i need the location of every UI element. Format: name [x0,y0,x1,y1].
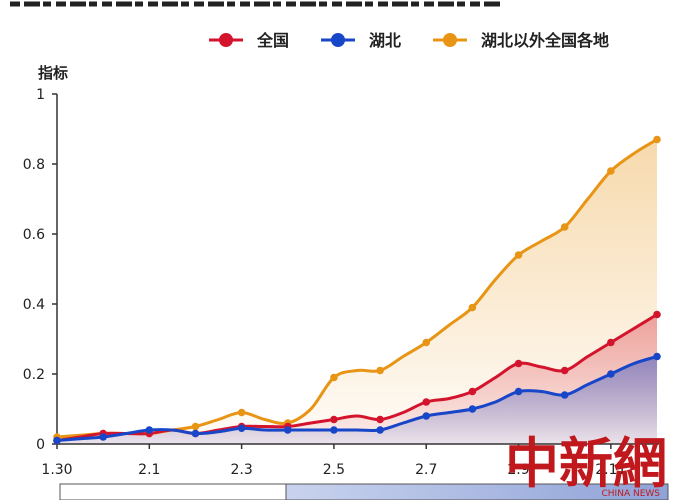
area-series-1 [57,356,657,444]
point-series-0 [514,359,523,368]
x-tick-label: 2.11 [595,462,626,478]
tick-labels: 0 0.2 0.4 0.6 0.8 1 1.30 2.1 2.3 2.5 2.7 2.9 2.11 [23,87,627,478]
point-series-0 [468,387,477,396]
x-tick-label: 2.1 [138,462,160,478]
bottom-bar-right [285,483,669,500]
point-series-2 [468,303,477,312]
point-series-1 [422,412,431,420]
point-series-1 [514,387,523,396]
point-series-1 [191,429,200,438]
x-tick-label: 2.3 [230,462,252,478]
series-markers [53,135,661,445]
bottom-bar-left [59,483,287,500]
point-series-2 [422,338,431,347]
point-series-0 [607,338,615,347]
y-tick-label: 0.4 [23,297,45,313]
series-areas [57,139,657,444]
point-series-1 [330,426,338,434]
watermark-subtext: CHINA NEWS [602,489,661,499]
point-series-0 [330,415,338,424]
x-tick-label: 2.5 [323,462,345,478]
y-tick-label: 0.6 [23,227,45,243]
point-series-0 [422,398,431,406]
legend-marker-0 [219,33,233,47]
point-series-0 [376,415,384,424]
x-tick-label: 1.30 [41,462,72,478]
point-series-1 [99,433,107,441]
point-series-1 [607,370,615,378]
point-series-2 [376,366,384,375]
watermark-text: 中新網 [505,431,667,495]
legend-label-2: 湖北以外全国各地 [481,31,609,50]
point-series-1 [145,426,154,434]
point-series-1 [53,436,61,445]
y-tick-label: 0.8 [23,157,45,173]
y-tick-label: 0.2 [23,367,45,383]
point-series-1 [376,426,384,434]
point-series-2 [330,373,338,382]
watermark-logo: 中新網 CHINA NEWS [505,431,667,499]
point-series-1 [560,391,569,399]
x-tick-label: 2.7 [415,462,437,478]
point-series-2 [514,251,523,259]
point-series-1 [468,405,477,413]
point-series-2 [237,408,246,417]
point-series-1 [653,352,661,361]
legend-item-0: 全国 [209,31,289,50]
y-tick-label: 1 [36,87,45,103]
point-series-2 [607,167,615,175]
legend-label-0: 全国 [256,31,289,50]
point-series-0 [653,310,661,319]
legend: 全国 湖北 湖北以外全国各地 [209,31,609,50]
point-series-2 [653,135,661,144]
y-tick-label: 0 [36,437,45,453]
x-tick-label: 2.9 [507,462,529,478]
legend-marker-1 [331,33,345,47]
axes [52,93,659,449]
point-series-1 [237,424,246,433]
point-series-2 [560,223,569,231]
legend-item-1: 湖北 [321,31,401,50]
series-lines [56,138,658,442]
y-axis-label: 指标 [38,64,68,82]
point-series-0 [560,366,569,375]
legend-item-2: 湖北以外全国各地 [433,31,609,50]
point-series-1 [283,426,292,434]
line-series-1 [56,355,658,442]
legend-marker-2 [443,33,457,47]
bottom-bar [59,483,669,500]
point-series-2 [191,422,200,431]
legend-label-1: 湖北 [369,31,401,50]
line-series-0 [56,313,658,442]
